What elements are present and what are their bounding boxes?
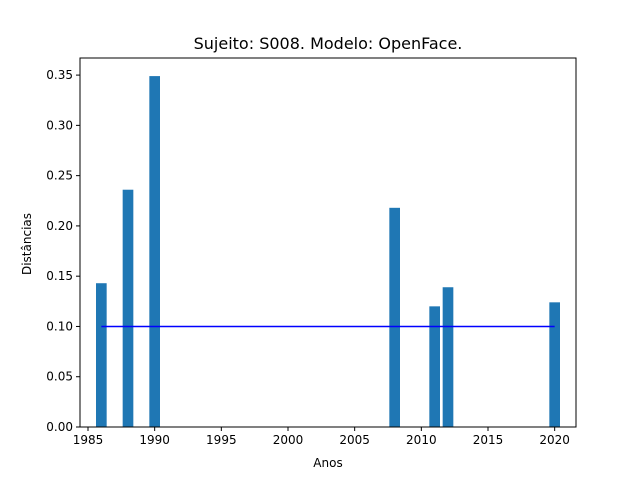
bar xyxy=(429,306,440,427)
bar xyxy=(96,283,107,427)
y-tick-label: 0.35 xyxy=(46,68,73,82)
y-axis-label: Distâncias xyxy=(20,213,34,275)
bar xyxy=(442,287,454,427)
y-tick-label: 0.05 xyxy=(46,370,73,384)
x-tick-label: 2020 xyxy=(539,433,570,447)
x-tick-label: 1985 xyxy=(73,433,104,447)
y-tick-label: 0.00 xyxy=(46,420,73,434)
x-ticks: 1985 1990 1995 2000 2005 2010 2015 2020 xyxy=(73,427,570,447)
bar xyxy=(389,207,400,427)
x-tick-label: 2000 xyxy=(273,433,304,447)
y-tick-label: 0.10 xyxy=(46,319,73,333)
y-tick-label: 0.25 xyxy=(46,169,73,183)
bar xyxy=(549,302,560,427)
y-tick-label: 0.20 xyxy=(46,219,73,233)
x-tick-label: 2010 xyxy=(406,433,437,447)
bar xyxy=(122,189,134,427)
bars-group xyxy=(96,76,560,428)
x-tick-label: 1995 xyxy=(206,433,237,447)
x-axis-label: Anos xyxy=(313,456,342,470)
plot-frame xyxy=(79,57,577,428)
x-tick-label: 2015 xyxy=(473,433,504,447)
chart-title: Sujeito: S008. Modelo: OpenFace. xyxy=(194,34,463,53)
y-ticks: 0.00 0.05 0.10 0.15 0.20 0.25 0.30 0.35 xyxy=(46,68,80,434)
x-tick-label: 1990 xyxy=(139,433,170,447)
y-tick-label: 0.15 xyxy=(46,269,73,283)
x-tick-label: 2005 xyxy=(339,433,370,447)
y-tick-label: 0.30 xyxy=(46,118,73,132)
bar xyxy=(149,76,160,428)
